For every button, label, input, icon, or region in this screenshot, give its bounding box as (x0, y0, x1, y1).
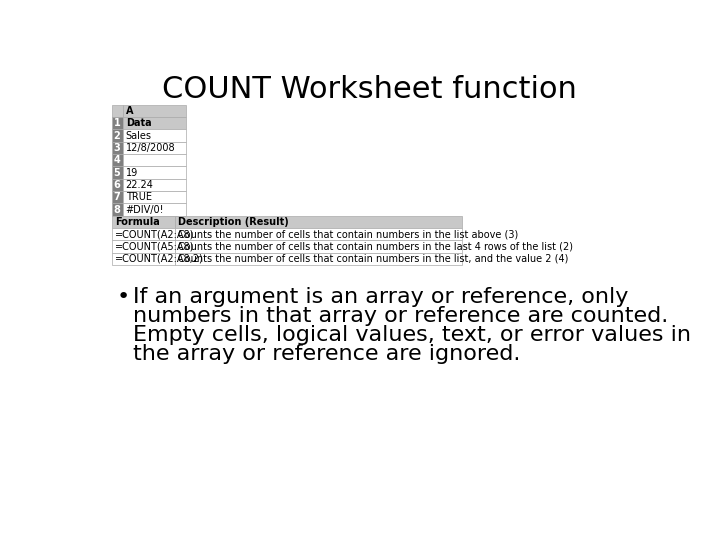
Bar (122, 105, 186, 117)
Bar (175, 253, 462, 265)
Text: If an argument is an array or reference, only: If an argument is an array or reference,… (132, 287, 628, 307)
Text: 4: 4 (114, 156, 120, 165)
Text: 19: 19 (126, 167, 138, 178)
Bar (122, 179, 186, 191)
Text: =COUNT(A2:A8): =COUNT(A2:A8) (114, 229, 194, 239)
Text: =COUNT(A2:A8,2): =COUNT(A2:A8,2) (114, 254, 204, 264)
Bar (112, 117, 122, 130)
Text: Description (Result): Description (Result) (179, 217, 289, 227)
Bar (122, 142, 186, 154)
Text: Counts the number of cells that contain numbers in the last 4 rows of the list (: Counts the number of cells that contain … (179, 241, 573, 252)
Bar (112, 179, 122, 191)
Text: Sales: Sales (126, 131, 152, 140)
Text: Counts the number of cells that contain numbers in the list, and the value 2 (4): Counts the number of cells that contain … (179, 254, 569, 264)
Text: Counts the number of cells that contain numbers in the list above (3): Counts the number of cells that contain … (179, 229, 518, 239)
Text: COUNT Worksheet function: COUNT Worksheet function (161, 75, 577, 104)
Bar (122, 117, 186, 130)
Text: A: A (126, 106, 133, 116)
Text: Data: Data (126, 118, 151, 129)
Text: the array or reference are ignored.: the array or reference are ignored. (132, 344, 520, 364)
Text: 7: 7 (114, 192, 120, 202)
Bar (112, 130, 122, 142)
Bar (112, 204, 122, 215)
Bar (122, 204, 186, 215)
Text: 3: 3 (114, 143, 120, 153)
Bar (112, 105, 122, 117)
Bar (175, 240, 462, 253)
Text: 1: 1 (114, 118, 120, 129)
Bar (112, 154, 122, 166)
Bar (175, 228, 462, 240)
Bar (122, 130, 186, 142)
Bar (112, 228, 175, 240)
Text: 6: 6 (114, 180, 120, 190)
Bar (112, 166, 122, 179)
Bar (112, 240, 175, 253)
Text: 5: 5 (114, 167, 120, 178)
Bar (122, 154, 186, 166)
Text: 2: 2 (114, 131, 120, 140)
Bar (122, 191, 186, 204)
Bar (175, 215, 462, 228)
Text: TRUE: TRUE (126, 192, 152, 202)
Bar (112, 191, 122, 204)
Text: •: • (117, 287, 130, 307)
Text: =COUNT(A5:A8): =COUNT(A5:A8) (114, 241, 194, 252)
Bar (122, 166, 186, 179)
Text: 22.24: 22.24 (126, 180, 153, 190)
Bar (112, 215, 175, 228)
Text: 12/8/2008: 12/8/2008 (126, 143, 175, 153)
Text: 8: 8 (114, 205, 120, 214)
Text: Formula: Formula (114, 217, 160, 227)
Text: numbers in that array or reference are counted.: numbers in that array or reference are c… (132, 306, 668, 326)
Bar (112, 142, 122, 154)
Bar (112, 253, 175, 265)
Text: Empty cells, logical values, text, or error values in: Empty cells, logical values, text, or er… (132, 325, 690, 345)
Text: #DIV/0!: #DIV/0! (126, 205, 164, 214)
